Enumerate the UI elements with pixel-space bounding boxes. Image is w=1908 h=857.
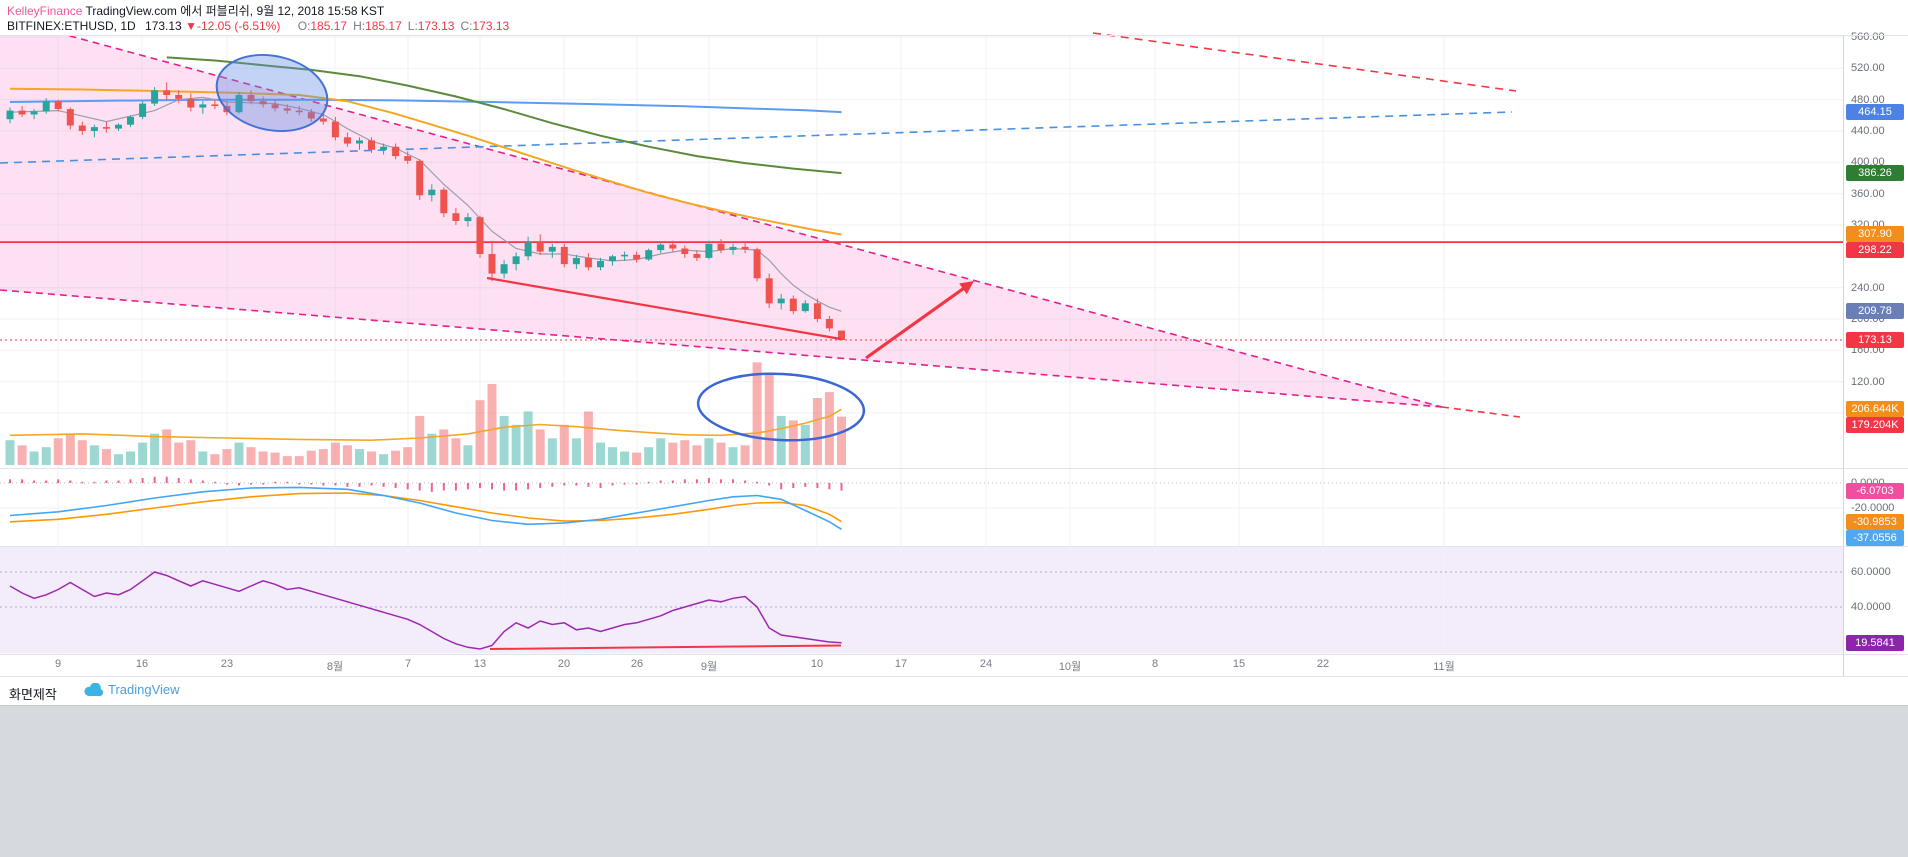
rsi-line xyxy=(9,571,842,650)
volume-ma-line xyxy=(9,408,842,442)
time-tick-label: 16 xyxy=(135,658,149,670)
ellipse-highlight-volume xyxy=(696,372,866,442)
rsi-tick-label: 60.0000 xyxy=(1851,566,1891,578)
axis-value-badge: 209.78 xyxy=(1846,303,1904,320)
axis-value-badge: 386.26 xyxy=(1846,165,1904,182)
time-tick-label: 9월 xyxy=(700,661,718,673)
screen-caption: 화면제작 xyxy=(9,687,57,702)
pane-divider xyxy=(0,654,1908,655)
volume-series xyxy=(5,362,846,465)
price-tick-label: 120.00 xyxy=(1851,375,1885,388)
tradingview-cloud-icon xyxy=(84,682,103,696)
price-change: ▼-12.05 (-6.51%) xyxy=(185,19,280,33)
drawing-annotations[interactable] xyxy=(210,45,974,444)
chart-plot[interactable] xyxy=(0,0,1843,657)
publisher-link[interactable]: KelleyFinance xyxy=(7,4,83,18)
last-price: 173.13 xyxy=(145,19,182,33)
close-value: 173.13 xyxy=(472,19,510,33)
high-value: 185.17 xyxy=(365,19,402,33)
time-tick-label: 24 xyxy=(979,658,993,670)
time-tick-label: 8월 xyxy=(326,661,344,673)
ma-long-blue xyxy=(9,98,842,114)
axis-value-badge: 298.22 xyxy=(1846,242,1904,259)
ohlc-values: O:185.17 H:185.17 L:173.13 C:173.13 xyxy=(292,19,510,33)
time-tick-label: 22 xyxy=(1316,658,1330,670)
up-arrow-annotation xyxy=(865,282,971,360)
axis-value-badge: 206.644K xyxy=(1846,401,1904,418)
low-value: 173.13 xyxy=(417,19,455,33)
ma-fast-gray xyxy=(9,96,842,312)
axis-value-badge: -30.9853 xyxy=(1846,513,1904,530)
pane-divider xyxy=(0,35,1908,36)
tradingview-logo[interactable]: TradingView xyxy=(84,682,180,697)
time-tick-label: 20 xyxy=(557,658,571,670)
open-value: 185.17 xyxy=(310,19,348,33)
axis-value-badge: -37.0556 xyxy=(1846,529,1904,546)
down-arrow-icon: ▼ xyxy=(185,19,197,33)
low-label: L: xyxy=(407,19,418,33)
tradingview-wordmark: TradingView xyxy=(108,682,180,697)
axis-value-badge: 173.13 xyxy=(1846,332,1904,349)
symbol-title[interactable]: BITFINEX:ETHUSD, 1D xyxy=(7,19,136,33)
time-tick-label: 10 xyxy=(810,658,824,670)
price-tick-label: 480.00 xyxy=(1851,93,1885,106)
candlestick-series xyxy=(6,82,845,340)
axis-value-badge: 307.90 xyxy=(1846,226,1904,243)
oscillator-fast-line xyxy=(9,486,842,530)
time-tick-label: 8 xyxy=(1151,658,1159,670)
footer-divider xyxy=(0,676,1908,677)
price-tick-label: 360.00 xyxy=(1851,187,1885,200)
time-tick-label: 17 xyxy=(894,658,908,670)
price-tick-label: 440.00 xyxy=(1851,124,1885,137)
pane-divider[interactable] xyxy=(0,468,1908,469)
axis-value-badge: 179.204K xyxy=(1846,417,1904,434)
price-tick-label: 240.00 xyxy=(1851,281,1885,294)
time-tick-label: 13 xyxy=(473,658,487,670)
oscillator-slow-line xyxy=(9,492,842,523)
time-tick-label: 7 xyxy=(404,658,412,670)
open-label: O: xyxy=(297,19,311,33)
chart-widget: KelleyFinance TradingView.com 에서 퍼블리쉬, 9… xyxy=(0,0,1908,706)
oscillator-pane xyxy=(9,476,843,530)
axis-value-badge: 19.5841 xyxy=(1846,634,1904,651)
time-tick-label: 10월 xyxy=(1058,661,1082,673)
pane-divider[interactable] xyxy=(0,546,1908,547)
high-label: H: xyxy=(353,19,366,33)
axis-value-badge: -6.0703 xyxy=(1846,482,1904,499)
descending-wedge-annotation[interactable] xyxy=(0,17,1443,408)
time-tick-label: 23 xyxy=(220,658,234,670)
symbol-header: BITFINEX:ETHUSD, 1D 173.13 ▼-12.05 (-6.5… xyxy=(7,19,509,33)
time-tick-label: 11월 xyxy=(1433,661,1455,673)
time-axis[interactable]: 9 16 23 8월 7 13 20 26 9월 10 17 24 10월 8 15 22 11월 xyxy=(0,654,1843,676)
price-tick-label: 520.00 xyxy=(1851,62,1885,75)
rsi-pane-bg xyxy=(0,546,1843,654)
price-axis[interactable]: 560.00 520.00 480.00 440.00 400.00 360.00 320.… xyxy=(1843,31,1908,676)
time-tick-label: 26 xyxy=(630,658,644,670)
publish-footer: 화면제작 TradingView xyxy=(0,677,1908,705)
ellipse-highlight-candles xyxy=(215,53,329,133)
arrow-head xyxy=(959,281,974,295)
publish-info: TradingView.com 에서 퍼블리쉬, 9월 12, 2018 15:… xyxy=(85,4,385,18)
oscillator-tick-label: -20.0000 xyxy=(1851,502,1895,514)
time-tick-label: 9 xyxy=(54,658,62,670)
time-tick-label: 15 xyxy=(1232,658,1246,670)
rsi-tick-label: 40.0000 xyxy=(1851,601,1891,613)
grid xyxy=(0,35,1843,654)
axis-value-badge: 464.15 xyxy=(1846,104,1904,121)
publish-header: KelleyFinance TradingView.com 에서 퍼블리쉬, 9… xyxy=(7,4,384,18)
change-text: -12.05 (-6.51%) xyxy=(196,19,281,33)
close-label: C: xyxy=(460,19,473,33)
rsi-pane xyxy=(9,571,842,650)
price-tick-label: 560.00 xyxy=(1851,31,1885,43)
ma-slow-green xyxy=(166,56,842,175)
